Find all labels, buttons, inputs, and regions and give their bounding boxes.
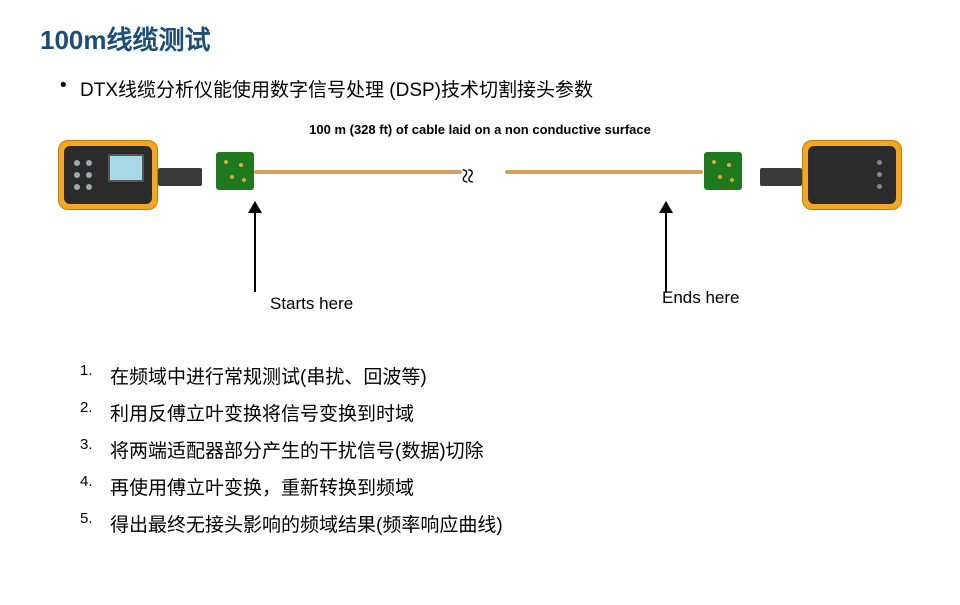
list-item: 1. 在频域中进行常规测试(串扰、回波等) [80,362,920,389]
list-text: 得出最终无接头影响的频域结果(频率响应曲线) [110,510,503,537]
pcb-adapter-right-icon [704,152,742,190]
diagram-caption: 100 m (328 ft) of cable laid on a non co… [309,122,651,137]
remote-device-right [762,140,902,210]
list-number: 4. [80,473,110,500]
device-panel-icon [808,146,896,204]
led-icon [877,160,882,165]
device-button-icon [86,172,92,178]
cable-test-diagram: 100 m (328 ft) of cable laid on a non co… [50,122,910,312]
list-number: 1. [80,362,110,389]
list-number: 2. [80,399,110,426]
device-button-icon [74,160,80,166]
list-number: 5. [80,510,110,537]
end-arrow-icon [665,202,667,292]
end-label: Ends here [662,288,740,308]
bullet-icon: • [60,75,80,97]
list-item: 4. 再使用傅立叶变换，重新转换到频域 [80,473,920,500]
start-label: Starts here [270,294,353,314]
pcb-adapter-left-icon [216,152,254,190]
list-number: 3. [80,436,110,463]
device-screen-icon [108,154,144,182]
list-item: 5. 得出最终无接头影响的频域结果(频率响应曲线) [80,510,920,537]
intro-bullet: • DTX线缆分析仪能使用数字信号处理 (DSP)技术切割接头参数 [60,75,920,102]
device-button-icon [86,160,92,166]
start-arrow-icon [254,202,256,292]
cable-segment-right [505,170,703,174]
led-icon [877,184,882,189]
device-button-icon [74,184,80,190]
list-text: 利用反傅立叶变换将信号变换到时域 [110,399,414,426]
procedure-list: 1. 在频域中进行常规测试(串扰、回波等) 2. 利用反傅立叶变换将信号变换到时… [80,362,920,537]
connector-icon [158,168,202,186]
list-text: 将两端适配器部分产生的干扰信号(数据)切除 [110,436,484,463]
led-icon [877,172,882,177]
tester-device-left [58,140,208,210]
device-button-icon [86,184,92,190]
cable-segment-left [254,170,462,174]
page-title: 100m线缆测试 [40,20,920,57]
intro-text: DTX线缆分析仪能使用数字信号处理 (DSP)技术切割接头参数 [80,75,593,102]
cable-break-icon: ≈ [451,168,483,171]
list-text: 在频域中进行常规测试(串扰、回波等) [110,362,427,389]
list-item: 3. 将两端适配器部分产生的干扰信号(数据)切除 [80,436,920,463]
list-text: 再使用傅立叶变换，重新转换到频域 [110,473,414,500]
device-button-icon [74,172,80,178]
list-item: 2. 利用反傅立叶变换将信号变换到时域 [80,399,920,426]
connector-icon [760,168,802,186]
